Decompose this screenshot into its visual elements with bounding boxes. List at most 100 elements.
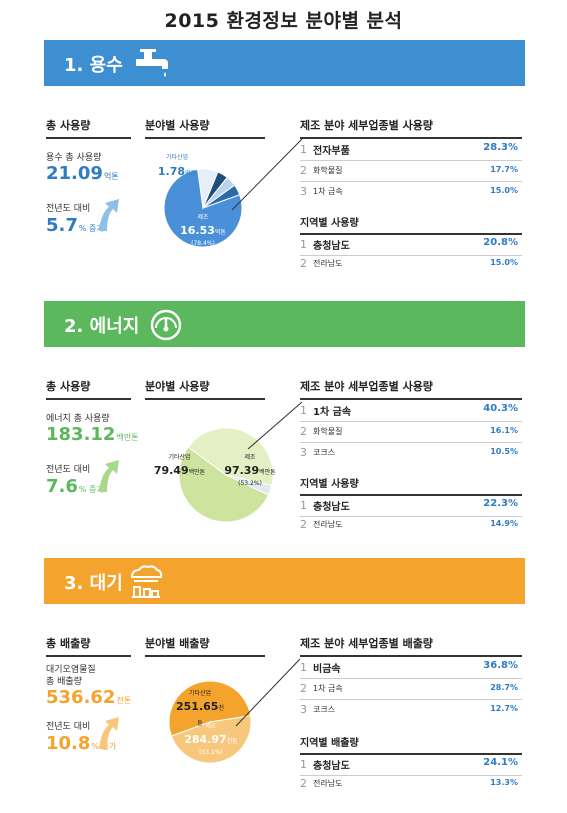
change-number: 5.7	[46, 215, 78, 236]
rank-number: 1	[300, 499, 307, 512]
pie-main-label: 제조 97.39백만톤 (53.2%)	[220, 452, 280, 489]
rank-value: 17.7%	[490, 165, 518, 174]
rank-name: 화학물질	[313, 166, 343, 175]
rank-number: 1	[300, 404, 307, 417]
pie-main-label: 제조 16.53억톤 (78.4%)	[173, 212, 233, 249]
rank-value: 10.5%	[490, 447, 518, 456]
section-air: 3. 대기 총 배출량 대기오염물질 총 배출량 536.62천톤 전년도 대비…	[0, 558, 567, 813]
callout-line	[231, 138, 303, 211]
pie-slice	[187, 427, 274, 486]
pie-heading: 분야별 사용량	[145, 378, 265, 400]
change-number: 7.6	[46, 476, 78, 497]
rank-value: 36.8%	[483, 660, 518, 671]
rank-number: 2	[300, 518, 307, 531]
change-label: 전년도 대비	[46, 465, 91, 475]
sector-row: 1 1차 금속 40.3%	[300, 401, 522, 422]
section-banner: 3. 대기	[44, 558, 525, 604]
section-title: 3. 대기	[64, 573, 123, 594]
sector-row: 2 1차 금속 28.7%	[300, 679, 522, 700]
total-heading: 총 배출량	[46, 635, 131, 657]
pie-slice	[225, 474, 273, 496]
sector-row: 1 비금속 36.8%	[300, 658, 522, 679]
section-water: 1. 용수 총 사용량 용수 총 사용량 21.09억톤 전년도 대비 5.7%…	[0, 40, 567, 295]
rank-value: 24.1%	[483, 757, 518, 768]
sector-heading: 제조 분야 세부업종별 사용량	[300, 378, 522, 400]
increase-arrow-icon	[99, 199, 119, 231]
change-value: 5.7% 증가	[46, 215, 104, 236]
pie-chart	[178, 427, 274, 523]
pie-other-value: 1.78	[157, 165, 186, 178]
rank-number: 2	[300, 682, 307, 695]
callout-line	[235, 658, 301, 727]
change-unit: % 증가	[78, 224, 104, 233]
pie-other-unit: 천톤	[197, 705, 224, 727]
total-number: 21.09	[46, 163, 103, 184]
pie-other-value: 79.49	[153, 464, 189, 477]
pie-chart	[163, 168, 243, 248]
rank-name: 1차 금속	[313, 684, 343, 693]
section-banner: 1. 용수	[44, 40, 525, 86]
rank-number: 2	[300, 257, 307, 270]
pie-slice	[170, 715, 252, 764]
change-value: 7.6% 증가	[46, 476, 104, 497]
region-row: 2 전라남도 14.9%	[300, 515, 522, 535]
pie-main-unit: 백만톤	[259, 469, 276, 476]
pie-main-pct: (78.4%)	[191, 240, 215, 247]
faucet-icon	[136, 49, 168, 77]
gauge-icon	[150, 309, 182, 341]
rank-value: 15.0%	[490, 186, 518, 195]
rank-name: 충청남도	[313, 241, 350, 252]
change-unit: % 증가	[78, 485, 104, 494]
rank-value: 12.7%	[490, 704, 518, 713]
rank-value: 20.8%	[483, 237, 518, 248]
rank-value: 13.3%	[490, 778, 518, 787]
pie-main-label: 제조 284.97천톤 (53.1%)	[181, 721, 241, 758]
sector-row: 2 화학물질 17.7%	[300, 161, 522, 182]
rank-name: 화학물질	[313, 427, 343, 436]
pie-other-label: 기타산업 251.65천톤	[175, 688, 225, 729]
rank-value: 15.0%	[490, 258, 518, 267]
pie-other-value: 251.65	[176, 700, 219, 713]
sector-row: 2 화학물질 16.1%	[300, 422, 522, 443]
increase-arrow-icon	[99, 717, 119, 749]
section-title: 2. 에너지	[64, 316, 140, 337]
rank-number: 1	[300, 238, 307, 251]
rank-name: 전라남도	[313, 779, 343, 788]
total-value: 21.09억톤	[46, 163, 119, 184]
pie-slice	[178, 446, 270, 523]
page-title: 2015 환경정보 분야별 분석	[164, 10, 403, 32]
rank-name: 전라남도	[313, 259, 343, 268]
rank-number: 3	[300, 185, 307, 198]
total-heading: 총 사용량	[46, 378, 131, 400]
rank-name: 1차 금속	[313, 407, 352, 418]
pie-other-label: 기타산업 79.49백만톤	[152, 452, 207, 478]
section-title: 1. 용수	[64, 55, 123, 76]
pie-main-name: 제조	[205, 723, 217, 730]
region-heading: 지역별 배출량	[300, 734, 522, 755]
region-heading: 지역별 사용량	[300, 475, 522, 496]
pie-chart	[168, 680, 252, 764]
pie-other-name: 기타산업	[165, 154, 189, 161]
rank-number: 2	[300, 777, 307, 790]
pie-other-label: 기타산업 1.78억톤	[152, 152, 202, 179]
total-number: 183.12	[46, 424, 116, 445]
rank-value: 22.3%	[483, 498, 518, 509]
total-unit: 천톤	[116, 696, 132, 705]
total-label: 대기오염물질 총 배출량	[46, 665, 96, 687]
rank-number: 1	[300, 661, 307, 674]
region-row: 2 전라남도 13.3%	[300, 774, 522, 794]
section-energy: 2. 에너지 총 사용량 에너지 총 사용량 183.12백만톤 전년도 대비 …	[0, 301, 567, 556]
pie-main-value: 16.53	[180, 224, 215, 237]
pie-main-pct: (53.2%)	[238, 480, 262, 487]
rank-number: 2	[300, 425, 307, 438]
total-label: 용수 총 사용량	[46, 153, 102, 163]
rank-number: 3	[300, 703, 307, 716]
rank-number: 3	[300, 446, 307, 459]
rank-value: 14.9%	[490, 519, 518, 528]
sector-row: 3 코크스 10.5%	[300, 443, 522, 463]
pie-other-name: 기타산업	[168, 454, 191, 461]
total-unit: 억톤	[103, 172, 119, 181]
total-label: 에너지 총 사용량	[46, 414, 110, 424]
sector-heading: 제조 분야 세부업종별 배출량	[300, 635, 522, 657]
pie-other-unit: 백만톤	[188, 469, 206, 476]
